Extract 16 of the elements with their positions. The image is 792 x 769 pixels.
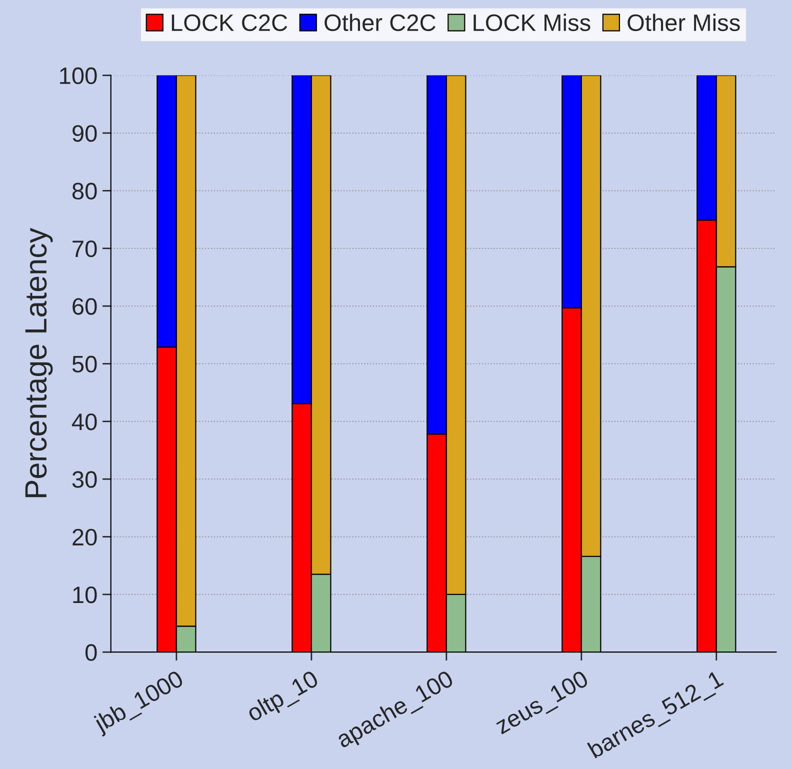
y-tick-label: 20 [72,528,97,546]
y-tick-label: 0 [85,644,97,661]
y-tick-label: 100 [60,67,97,84]
y-tick-label: 80 [72,182,97,200]
y-tick-label: 90 [72,125,97,142]
legend-label: Other C2C [324,14,436,32]
y-tick-label: 50 [72,356,97,373]
legend-label: LOCK Miss [474,14,590,32]
legend-label: LOCK C2C [172,14,288,32]
legend-label: Other Miss [628,14,740,32]
y-tick-label: 70 [72,240,97,258]
y-axis-title: Percentage Latency [25,228,53,498]
y-tick-label: 60 [72,298,97,315]
y-tick-label: 30 [72,471,97,488]
y-tick-label: 10 [73,586,97,604]
y-tick-label: 40 [72,413,97,430]
